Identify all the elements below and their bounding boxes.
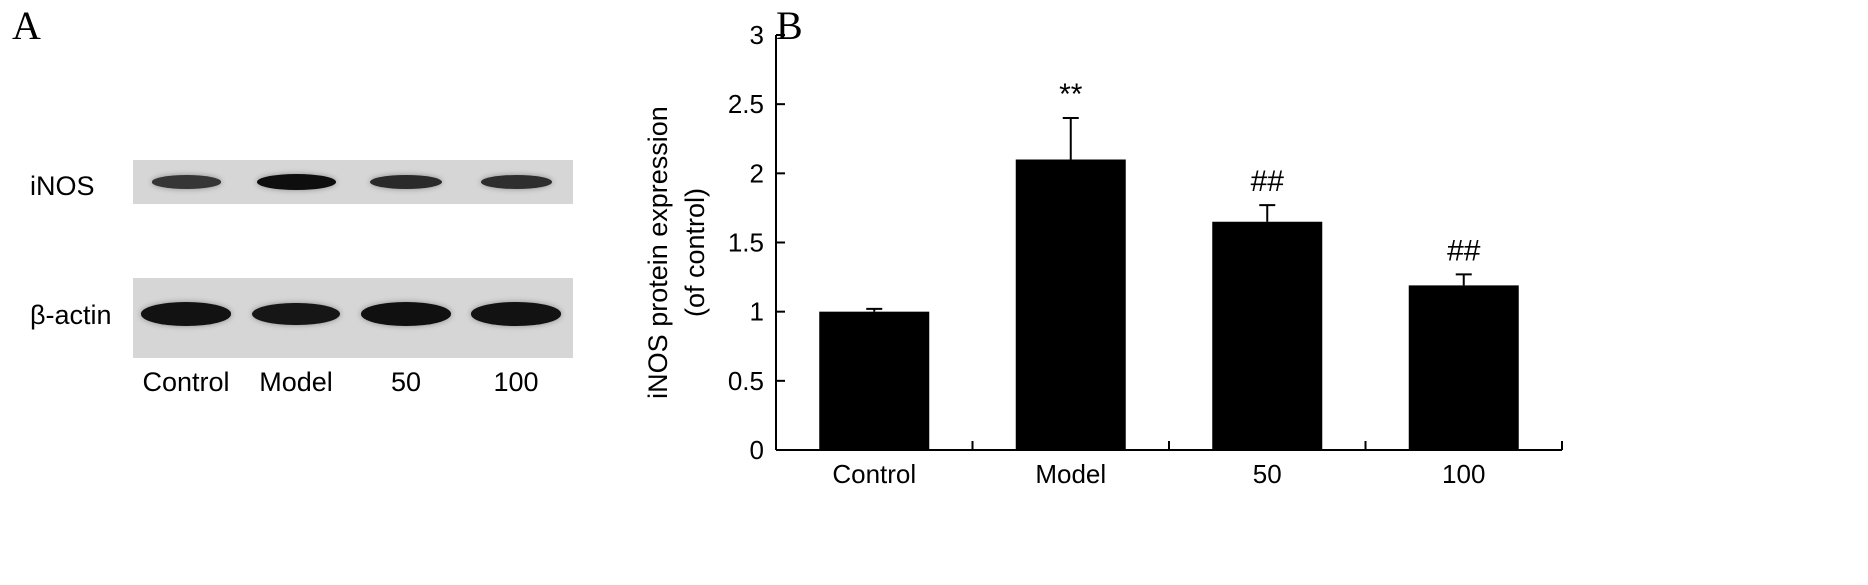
x-category-label: Model — [1035, 459, 1106, 489]
y-tick-label: 0.5 — [728, 366, 764, 396]
lane-label-100: 100 — [493, 367, 539, 397]
x-category-label: Control — [832, 459, 916, 489]
y-tick-label: 1 — [750, 297, 764, 327]
inos-blot-strip — [133, 160, 573, 204]
panel-a-letter: A — [12, 3, 41, 48]
blot-band — [480, 175, 552, 189]
bar — [819, 311, 930, 450]
y-axis-title-line1: iNOS protein expression — [643, 106, 673, 399]
x-category-label: 50 — [1253, 459, 1282, 489]
y-tick-label: 0 — [750, 435, 764, 465]
panel-b-letter: B — [776, 3, 803, 48]
beta-actin-blot-strip — [133, 278, 573, 358]
blot-band — [471, 302, 561, 326]
x-category-label: 100 — [1442, 459, 1485, 489]
blot-band — [141, 302, 231, 326]
y-tick-label: 2 — [750, 158, 764, 188]
blot-band — [256, 174, 336, 190]
y-tick-label: 1.5 — [728, 228, 764, 258]
bar — [1212, 221, 1323, 450]
blot-band — [360, 302, 452, 326]
blot-row-label-inos: iNOS — [30, 171, 95, 201]
lane-label-50: 50 — [390, 367, 422, 397]
bar — [1408, 285, 1519, 450]
blot-row-label-beta-actin: β-actin — [30, 300, 112, 330]
y-axis-title-line2: (of control) — [680, 188, 710, 317]
blot-band — [151, 175, 221, 189]
lane-label-model: Model — [259, 367, 333, 397]
blot-band — [370, 174, 442, 190]
significance-label: ## — [1447, 234, 1481, 267]
y-tick-label: 3 — [750, 20, 764, 50]
blot-band — [251, 302, 341, 326]
lane-label-control: Control — [142, 367, 230, 397]
significance-label: ** — [1059, 78, 1083, 111]
bar — [1015, 159, 1126, 450]
significance-label: ## — [1251, 165, 1285, 198]
y-tick-label: 2.5 — [728, 89, 764, 119]
